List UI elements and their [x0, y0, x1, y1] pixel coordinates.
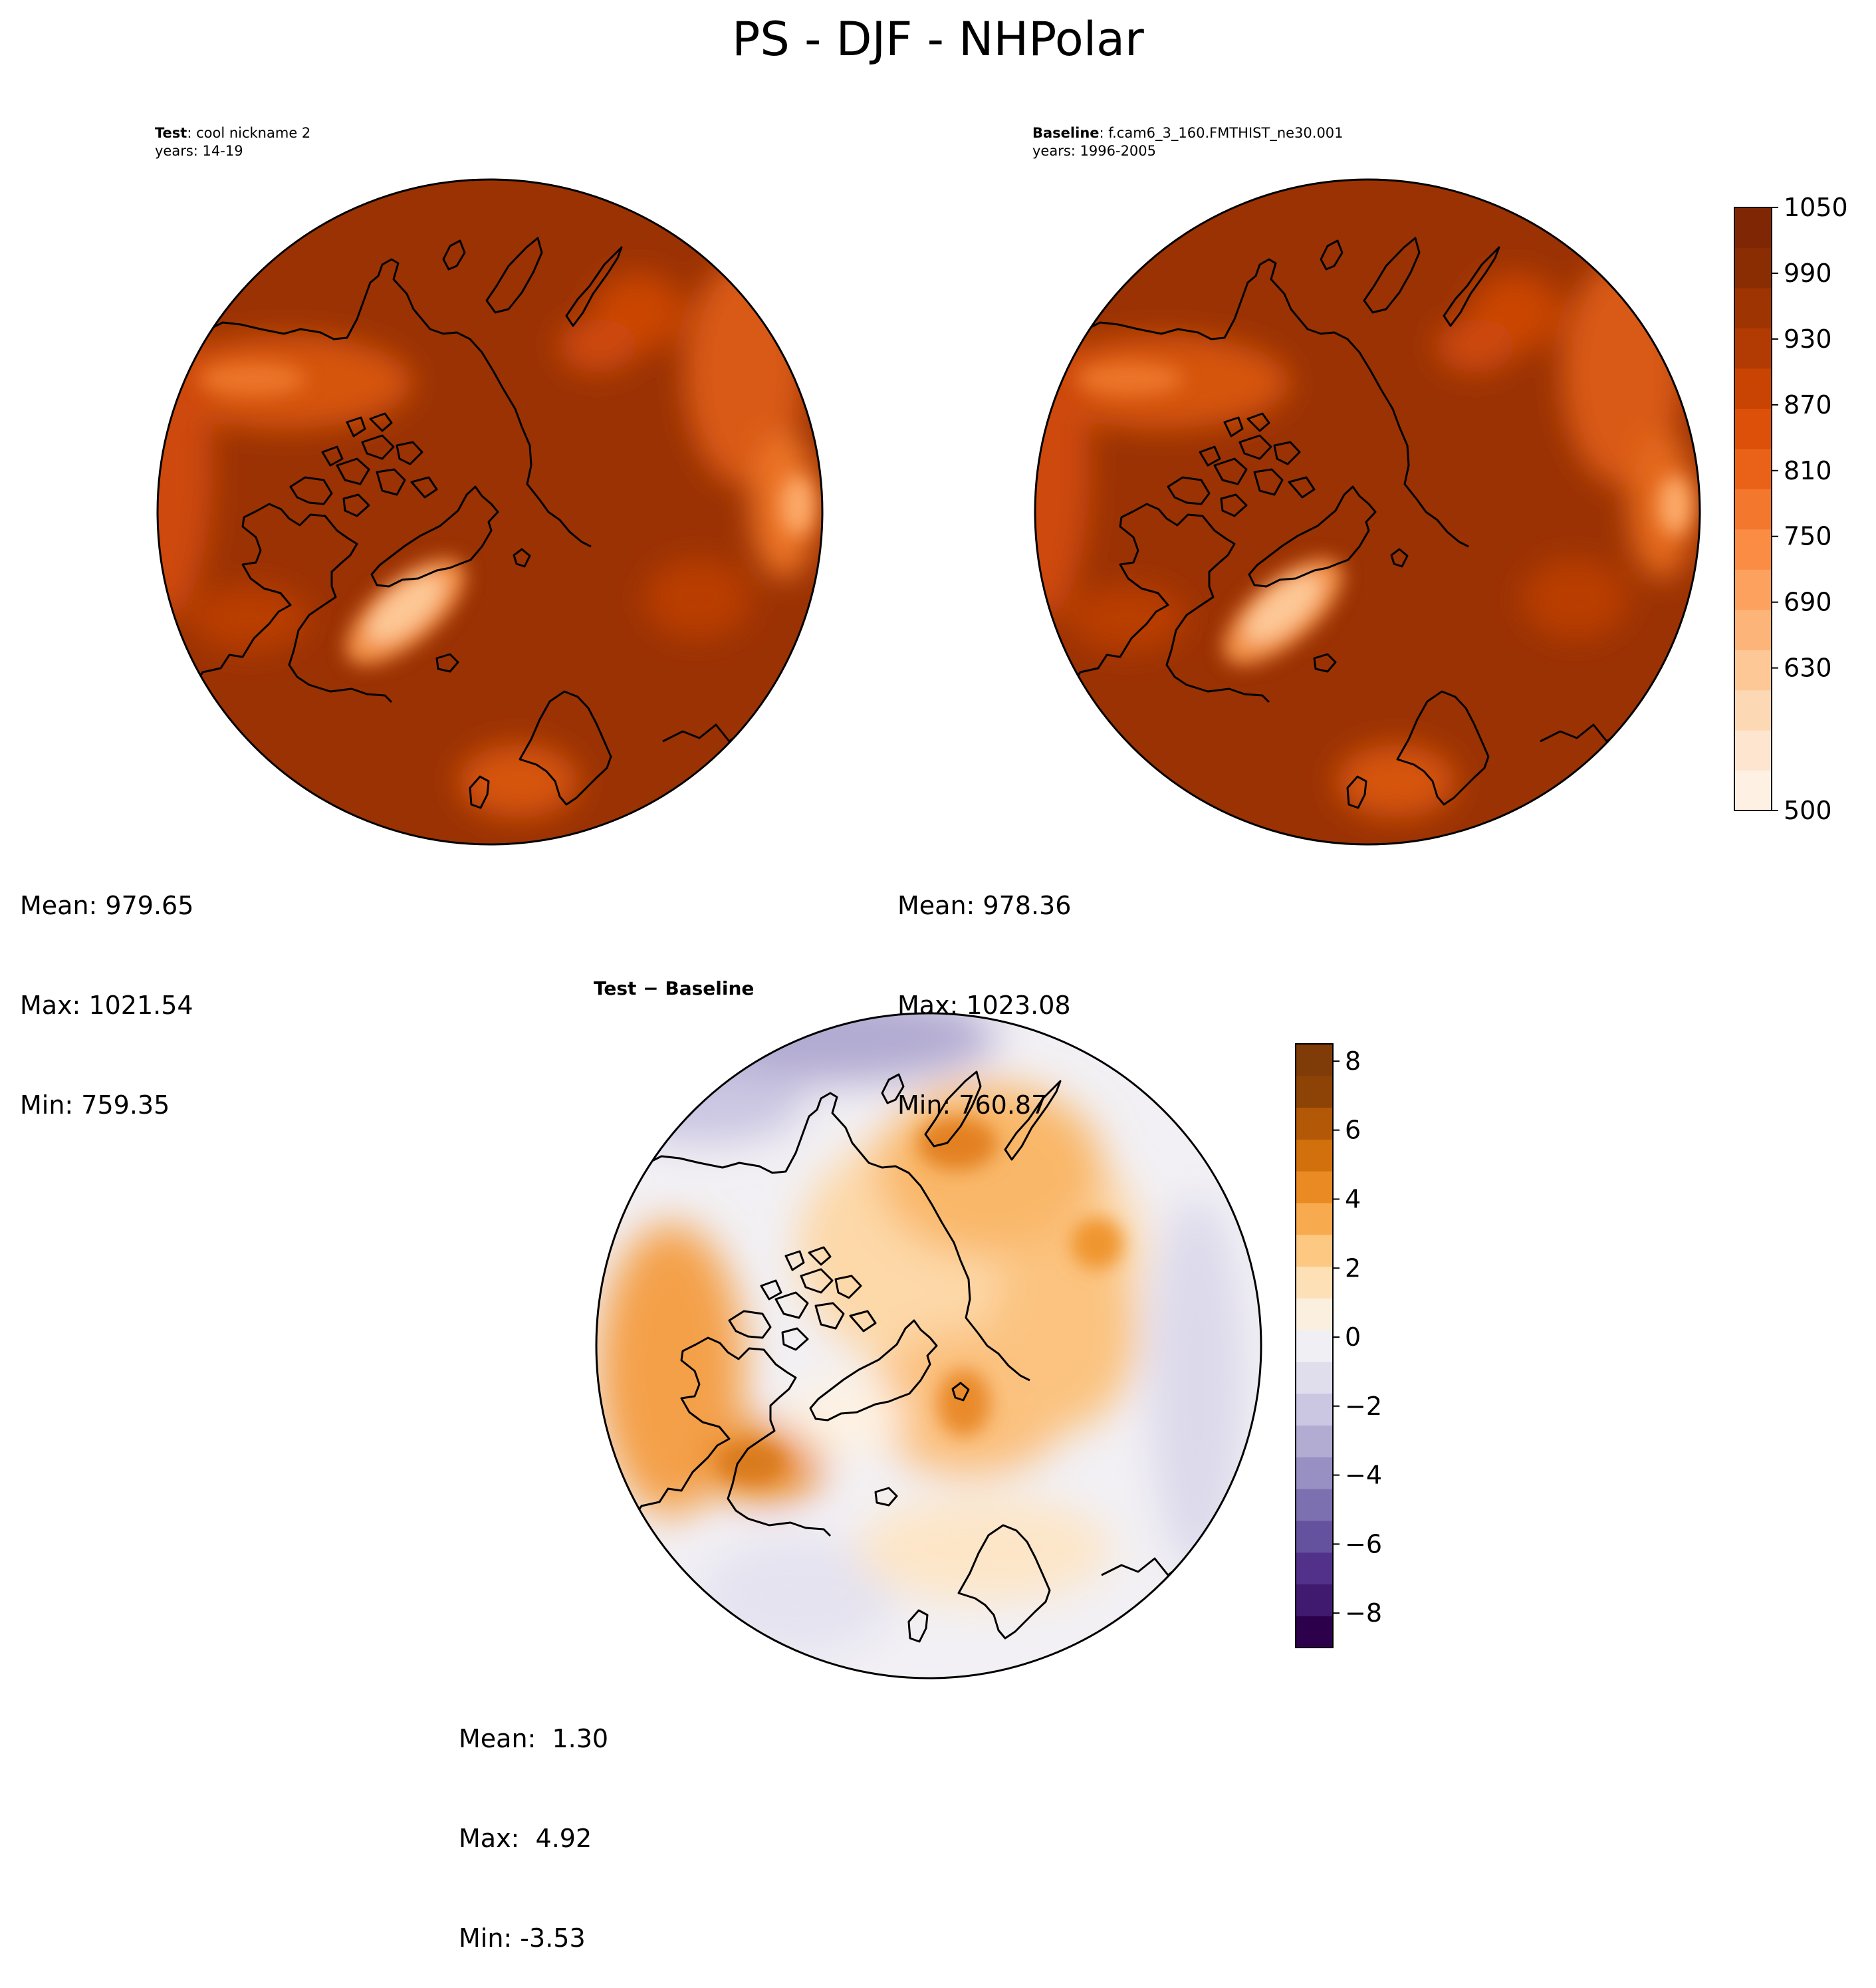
diff-colorbar-segment — [1296, 1330, 1333, 1362]
diff-colorbar-tick-label: −6 — [1345, 1529, 1382, 1558]
test-stats: Mean: 979.65 Max: 1021.54 Min: 759.35 — [20, 822, 193, 1155]
diff-colorbar-segment — [1296, 1298, 1333, 1330]
diff-panel-title: Test − Baseline — [594, 977, 755, 999]
baseline-colorbar-segment — [1734, 368, 1772, 409]
diff-mean: Mean: 1.30 — [459, 1724, 609, 1753]
baseline-colorbar-tick-label: 1050 — [1784, 193, 1848, 222]
baseline-colorbar-tick-label: 630 — [1784, 654, 1832, 683]
baseline-stats: Mean: 978.36 Max: 1023.08 Min: 760.87 — [897, 822, 1071, 1155]
baseline-panel-title: Baseline: f.cam6_3_160.FMTHIST_ne30.001 … — [1032, 124, 1344, 160]
diff-colorbar-segment — [1296, 1202, 1333, 1235]
baseline-colorbar-segment — [1734, 408, 1772, 449]
test-case-name: : cool nickname 2 — [187, 125, 311, 141]
baseline-colorbar-tick-label: 500 — [1784, 796, 1832, 825]
baseline-colorbar-tick-label: 930 — [1784, 324, 1832, 354]
baseline-colorbar-segment — [1734, 569, 1772, 610]
diff-colorbar-tick-label: −2 — [1345, 1392, 1382, 1421]
baseline-colorbar-tick-label: 810 — [1784, 456, 1832, 485]
baseline-colorbar-segment — [1734, 689, 1772, 731]
baseline-colorbar-segment — [1734, 489, 1772, 530]
diff-colorbar-segment — [1296, 1520, 1333, 1553]
diff-colorbar-segment — [1296, 1552, 1333, 1585]
baseline-colorbar-segment — [1734, 609, 1772, 650]
baseline-colorbar-segment — [1734, 730, 1772, 771]
baseline-colorbar-segment — [1734, 207, 1772, 249]
diff-max: Max: 4.92 — [459, 1824, 592, 1853]
baseline-min: Min: 760.87 — [897, 1090, 1048, 1120]
diff-colorbar-segment — [1296, 1171, 1333, 1203]
diff-stats: Mean: 1.30 Max: 4.92 Min: -3.53 — [459, 1656, 608, 1988]
baseline-colorbar-segment — [1734, 650, 1772, 691]
baseline-colorbar-tick-label: 750 — [1784, 522, 1832, 551]
diff-colorbar-segment — [1296, 1044, 1333, 1076]
baseline-colorbar-segment — [1734, 247, 1772, 289]
diff-colorbar-segment — [1296, 1107, 1333, 1140]
diff-colorbar-tick-label: −8 — [1345, 1598, 1382, 1628]
figure-title: PS - DJF - NHPolar — [732, 12, 1144, 66]
baseline-max: Max: 1023.08 — [897, 991, 1071, 1020]
test-mean: Mean: 979.65 — [20, 891, 194, 920]
diff-colorbar-tick-label: 4 — [1345, 1184, 1361, 1213]
baseline-colorbar-segment — [1734, 287, 1772, 328]
diff-min: Min: -3.53 — [459, 1924, 586, 1953]
diff-colorbar: −8 −6 −4 −2 0 2 4 6 8 — [1295, 1043, 1382, 1648]
test-map — [156, 178, 824, 846]
baseline-colorbar-frame — [1734, 207, 1772, 811]
diff-colorbar-segment — [1296, 1616, 1333, 1648]
baseline-label: Baseline — [1032, 125, 1100, 141]
diff-colorbar-tick-label: 2 — [1345, 1253, 1361, 1283]
baseline-colorbar-segment — [1734, 770, 1772, 811]
diff-colorbar-tick-label: 8 — [1345, 1047, 1361, 1076]
diff-colorbar-tick-label: 0 — [1345, 1322, 1361, 1352]
diff-colorbar-segment — [1296, 1425, 1333, 1457]
diff-map — [595, 1012, 1262, 1679]
baseline-case-name: : f.cam6_3_160.FMTHIST_ne30.001 — [1099, 125, 1344, 141]
baseline-colorbar-tick-label: 690 — [1784, 588, 1832, 617]
diff-colorbar-segment — [1296, 1139, 1333, 1172]
diff-colorbar-segment — [1296, 1361, 1333, 1394]
diff-colorbar-segment — [1296, 1234, 1333, 1267]
test-years: years: 14-19 — [155, 143, 243, 159]
test-max: Max: 1021.54 — [20, 991, 193, 1020]
diff-colorbar-tick-label: 6 — [1345, 1116, 1361, 1145]
baseline-years: years: 1996-2005 — [1032, 143, 1157, 159]
baseline-mean: Mean: 978.36 — [897, 891, 1072, 920]
baseline-colorbar-segment — [1734, 448, 1772, 489]
test-label: Test — [155, 125, 187, 141]
diff-colorbar-segment — [1296, 1266, 1333, 1299]
baseline-colorbar-tick-label: 990 — [1784, 259, 1832, 288]
baseline-colorbar-segment — [1734, 328, 1772, 369]
diff-colorbar-segment — [1296, 1489, 1333, 1521]
diff-colorbar-segment — [1296, 1457, 1333, 1489]
diff-colorbar-segment — [1296, 1393, 1333, 1426]
test-panel-title: Test: cool nickname 2 years: 14-19 — [155, 124, 310, 160]
baseline-colorbar-segment — [1734, 529, 1772, 570]
figure-canvas: 500 630 690 750 810 870 930 990 1050 −8 −6 −4 −2 0 2 4… — [156, 178, 1848, 1679]
baseline-colorbar-tick-label: 870 — [1784, 390, 1832, 420]
test-min: Min: 759.35 — [20, 1090, 170, 1120]
diff-colorbar-tick-label: −4 — [1345, 1461, 1382, 1490]
diff-label: Test − Baseline — [594, 977, 755, 999]
baseline-colorbar: 500 630 690 750 810 870 930 990 1050 — [1734, 193, 1848, 825]
diff-colorbar-segment — [1296, 1584, 1333, 1616]
diff-colorbar-segment — [1296, 1075, 1333, 1108]
baseline-map — [1034, 178, 1701, 846]
diff-colorbar-frame — [1295, 1043, 1334, 1648]
